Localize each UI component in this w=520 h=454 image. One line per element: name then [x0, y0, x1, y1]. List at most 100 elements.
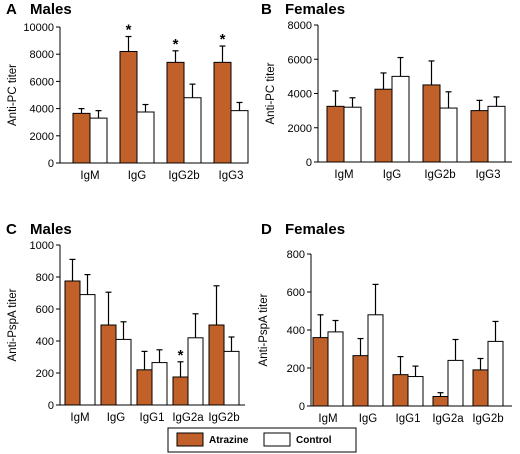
x-tick-label: IgG — [128, 170, 147, 182]
panel-d: D Females 0 200 400 600 800 Anti-PspA titer IgM I… — [258, 221, 512, 425]
bar-atrazine-igg3 — [213, 61, 232, 164]
y-tick-label: 200 — [287, 363, 305, 375]
bar-control-igm — [343, 106, 362, 163]
y-tick-label: 10000 — [23, 22, 54, 34]
panel-title: Females — [285, 221, 345, 238]
bar-atrazine-igg2b — [422, 84, 441, 163]
legend-label-atrazine: Atrazine — [209, 435, 249, 446]
bar-control-igm — [79, 294, 96, 406]
y-tick-label: 2000 — [288, 123, 312, 135]
y-tick-label: 8000 — [288, 20, 312, 32]
panel-c: C Males 0 200 400 600 800 1000 Anti-PspA titer Ig… — [6, 221, 245, 424]
bar-atrazine-igg — [352, 355, 369, 407]
y-tick-label: 0 — [299, 401, 305, 413]
bar-atrazine-igg2a — [172, 376, 189, 406]
panel-a: A Males 0 2000 4000 6000 8000 10000 Anti-PC tite… — [6, 1, 249, 182]
y-tick-label: 0 — [48, 158, 54, 170]
panel-title: Males — [30, 1, 72, 18]
x-tick-label: IgG1 — [396, 413, 421, 425]
x-tick-label: IgG2b — [472, 413, 503, 425]
bar-atrazine-igg — [100, 324, 117, 406]
x-tick-label: IgG2a — [432, 413, 464, 425]
bar-control-igg3 — [487, 105, 506, 163]
significance-star: * — [178, 347, 184, 364]
x-tick-label: IgG1 — [140, 412, 165, 424]
legend-label-control: Control — [296, 435, 332, 446]
bar-control-igg2a — [447, 359, 464, 407]
bar-control-igm — [327, 331, 344, 407]
y-tick-label: 6000 — [288, 54, 312, 66]
y-tick-label: 1000 — [30, 240, 54, 252]
y-tick-label: 0 — [306, 157, 312, 169]
panel-letter: C — [6, 221, 17, 238]
x-tick-label: IgM — [318, 413, 337, 425]
y-tick-label: 400 — [287, 325, 305, 337]
legend-swatch-atrazine — [176, 432, 204, 447]
x-tick-label: IgG2b — [424, 169, 455, 181]
bar-atrazine-igg2b — [166, 61, 185, 164]
panel-title: Males — [30, 221, 72, 238]
bar-atrazine-igg1 — [392, 374, 409, 407]
bar-control-igg — [136, 111, 155, 164]
panel-b: B Females 0 2000 4000 6000 8000 Anti-PC titer Ig… — [261, 1, 512, 181]
bar-atrazine-igm — [64, 280, 81, 406]
x-tick-label: IgM — [70, 412, 89, 424]
y-tick-label: 2000 — [30, 131, 54, 143]
x-tick-label: IgM — [334, 169, 353, 181]
bar-atrazine-igm — [72, 112, 91, 164]
x-tick-label: IgG — [107, 412, 126, 424]
bar-control-igg1 — [407, 376, 424, 407]
bar-atrazine-igg — [374, 88, 393, 163]
x-tick-label: IgG2b — [208, 412, 239, 424]
bar-control-igg1 — [151, 362, 168, 406]
bar-control-igg2a — [187, 337, 204, 406]
bar-control-igg2b — [439, 107, 458, 163]
bar-atrazine-igg — [119, 50, 138, 164]
bar-control-igg2b — [487, 340, 504, 407]
y-axis-title: Anti-PC titer — [265, 62, 277, 124]
bar-control-igm — [89, 117, 108, 164]
x-tick-label: IgM — [80, 170, 99, 182]
y-tick-label: 600 — [287, 287, 305, 299]
y-tick-label: 8000 — [30, 49, 54, 61]
y-tick-label: 4000 — [30, 104, 54, 116]
y-tick-label: 800 — [36, 272, 54, 284]
bar-atrazine-igg2b — [472, 369, 489, 407]
x-tick-label: IgG — [383, 169, 402, 181]
x-tick-label: IgG2a — [172, 412, 204, 424]
significance-star: * — [173, 36, 179, 53]
bar-atrazine-igg3 — [470, 110, 489, 163]
y-tick-label: 6000 — [30, 76, 54, 88]
bar-atrazine-igm — [326, 105, 345, 163]
x-tick-label: IgG3 — [219, 170, 244, 182]
bar-control-igg2b — [183, 97, 202, 164]
panel-letter: D — [261, 221, 272, 238]
y-tick-label: 800 — [287, 249, 305, 261]
bar-atrazine-igg2b — [208, 324, 225, 406]
legend-swatch-control — [263, 432, 291, 447]
x-tick-label: IgG — [359, 413, 378, 425]
y-axis-title: Anti-PC titer — [7, 64, 19, 126]
x-tick-label: IgG3 — [476, 169, 501, 181]
panel-letter: A — [6, 1, 17, 18]
y-tick-label: 600 — [36, 304, 54, 316]
bar-atrazine-igg2a — [432, 396, 449, 407]
bar-control-igg3 — [230, 110, 249, 164]
bar-atrazine-igg1 — [136, 369, 153, 406]
y-axis-title: Anti-PspA titer — [7, 288, 19, 361]
panel-title: Females — [285, 1, 345, 18]
bar-control-igg2b — [223, 350, 240, 406]
bar-control-igg — [367, 314, 384, 407]
y-tick-label: 400 — [36, 336, 54, 348]
x-tick-label: IgG2b — [168, 170, 199, 182]
bar-control-igg — [391, 75, 410, 163]
y-tick-label: 4000 — [288, 89, 312, 101]
panel-letter: B — [261, 1, 272, 18]
significance-star: * — [126, 22, 132, 39]
y-axis-title: Anti-PspA titer — [258, 293, 270, 366]
bar-control-igg — [115, 338, 132, 406]
significance-star: * — [220, 31, 226, 48]
y-tick-label: 200 — [36, 368, 54, 380]
legend: Atrazine Control — [167, 427, 357, 453]
